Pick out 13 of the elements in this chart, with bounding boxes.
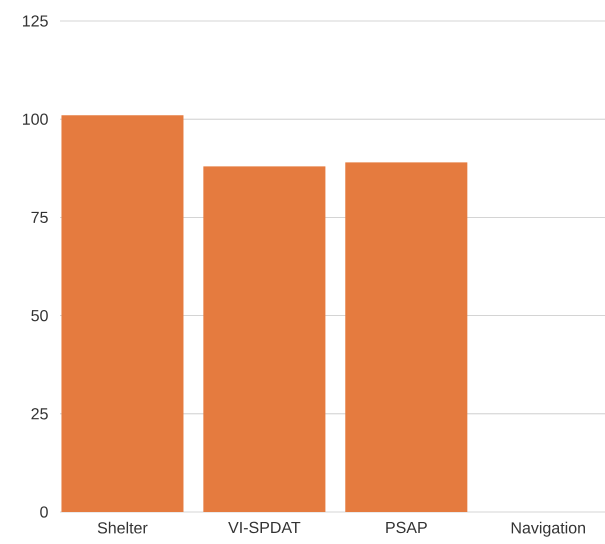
y-tick-label: 100 (22, 114, 48, 125)
y-tick-label: 75 (31, 212, 48, 223)
y-tick-label: 25 (31, 408, 48, 420)
y-tick-label: 125 (22, 15, 48, 27)
x-tick-label: Navigation (512, 522, 585, 537)
bar (61, 115, 184, 512)
y-tick-label: 0 (40, 506, 48, 518)
x-tick-label: VI-SPDAT (228, 522, 300, 534)
bar (345, 162, 468, 512)
x-tick-label: Shelter (98, 522, 148, 534)
y-tick-label: 50 (31, 310, 48, 322)
bar (203, 166, 326, 512)
x-tick-label: PSAP (386, 522, 427, 534)
